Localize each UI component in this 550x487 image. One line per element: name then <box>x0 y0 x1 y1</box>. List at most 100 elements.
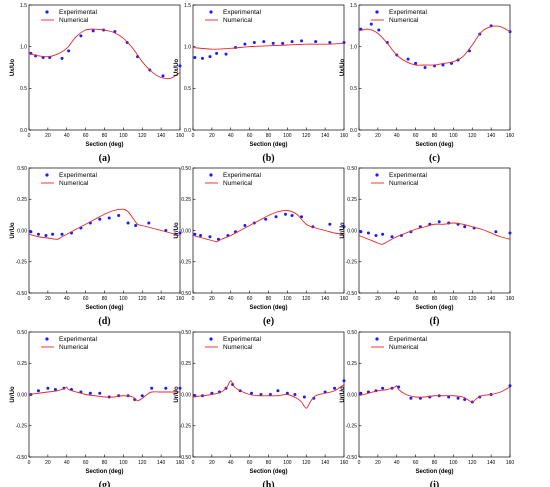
y-tick-label: -0.25 <box>180 424 192 430</box>
y-tick-label: -0.50 <box>180 291 192 297</box>
y-tick-label: 0.25 <box>181 197 191 203</box>
experimental-data-point <box>60 232 64 236</box>
experimental-data-point <box>390 235 394 239</box>
experimental-data-point <box>274 215 278 219</box>
x-tick-label: 120 <box>138 460 147 466</box>
x-tick-label: 100 <box>449 460 458 466</box>
experimental-data-point <box>107 216 111 220</box>
experimental-data-point <box>67 49 71 53</box>
x-tick-label: 80 <box>432 296 438 302</box>
experimental-data-point <box>328 41 332 44</box>
y-tick-label: -0.50 <box>346 291 358 297</box>
experimental-data-point <box>290 40 294 44</box>
x-tick-label: 160 <box>176 460 185 466</box>
experimental-data-point <box>283 212 287 216</box>
legend-label-experimental: Experimental <box>389 9 427 16</box>
y-tick-label: 0.00 <box>347 228 357 234</box>
x-axis-label: Section (deg) <box>249 142 287 148</box>
plot-frame <box>192 167 345 294</box>
x-tick-label: 160 <box>340 133 349 139</box>
x-tick-label: 60 <box>247 133 253 139</box>
legend-label-experimental: Experimental <box>59 172 97 179</box>
experimental-data-point <box>359 391 363 395</box>
x-tick-label: 100 <box>449 296 458 302</box>
y-tick-label: 1.5 <box>20 3 27 9</box>
y-axis-label: Ur/Uo <box>174 386 180 403</box>
legend-marker-experimental <box>45 173 49 177</box>
chart-panel-f: 0 20 40 60 80 100 120 140 160-0.50-0.250.000.250… <box>340 166 514 327</box>
experimental-data-point <box>199 234 203 237</box>
experimental-data-point <box>508 384 512 388</box>
x-tick-label: 120 <box>138 296 147 302</box>
experimental-data-point <box>193 56 197 59</box>
y-axis-label: Ur/Uo <box>10 386 16 403</box>
x-tick-label: 80 <box>432 460 438 466</box>
chart-panel-c: 0 20 40 60 80 100 120 140 1600.00.51.01.5Section… <box>340 3 514 164</box>
experimental-data-point <box>178 386 182 390</box>
x-tick-label: 100 <box>119 460 128 466</box>
experimental-data-point <box>456 396 460 400</box>
y-tick-label: 0.25 <box>347 361 357 367</box>
experimental-data-point <box>178 64 182 68</box>
y-tick-label: 0.50 <box>17 166 27 172</box>
x-tick-label: 40 <box>394 296 400 302</box>
legend-marker-experimental <box>209 173 213 177</box>
y-tick-label: -0.50 <box>16 455 28 461</box>
legend-marker-experimental <box>45 337 49 341</box>
experimental-data-point <box>147 221 151 225</box>
legend-label-experimental: Experimental <box>389 336 427 343</box>
y-tick-label: 0.00 <box>181 228 191 234</box>
x-tick-label: 120 <box>302 133 311 139</box>
experimental-data-point <box>463 225 467 229</box>
experimental-data-point <box>281 41 285 45</box>
legend-marker-experimental <box>375 10 379 14</box>
x-tick-label: 140 <box>487 460 496 466</box>
x-tick-label: 40 <box>394 460 400 466</box>
legend-marker-experimental <box>209 337 213 341</box>
experimental-data-point <box>98 391 102 395</box>
experimental-data-point <box>140 394 144 398</box>
experimental-data-point <box>328 222 332 226</box>
experimental-data-point <box>259 393 263 396</box>
x-tick-label: 80 <box>102 296 108 302</box>
x-tick-label: 20 <box>375 460 381 466</box>
legend-label-numerical: Numerical <box>59 180 89 187</box>
legend-label-experimental: Experimental <box>59 336 97 343</box>
experimental-data-point <box>91 29 95 33</box>
x-tick-label: 160 <box>340 460 349 466</box>
x-tick-label: 40 <box>228 133 234 139</box>
x-axis-label: Section (deg) <box>415 142 453 148</box>
experimental-data-point <box>208 55 212 59</box>
x-tick-label: 140 <box>157 296 166 302</box>
experimental-data-point <box>60 56 64 60</box>
y-tick-label: 0.5 <box>350 86 357 92</box>
legend-label-experimental: Experimental <box>223 9 261 16</box>
experimental-data-point <box>268 393 272 396</box>
x-tick-label: 140 <box>321 133 330 139</box>
x-tick-label: 20 <box>375 296 381 302</box>
experimental-data-point <box>134 224 138 227</box>
chart-panel-b: 0 20 40 60 80 100 120 140 1600.00.51.01.5Section… <box>174 3 348 164</box>
experimental-data-point <box>200 56 204 60</box>
panel-label: (e) <box>263 316 274 327</box>
x-tick-label: 60 <box>413 133 419 139</box>
y-tick-label: -0.25 <box>180 260 192 266</box>
y-tick-label: 0.0 <box>184 128 191 134</box>
experimental-data-point <box>374 234 378 237</box>
experimental-data-point <box>36 232 40 236</box>
x-tick-label: 120 <box>468 133 477 139</box>
legend-label-numerical: Numerical <box>59 17 89 24</box>
numerical-series-line <box>192 380 345 409</box>
experimental-data-point <box>314 40 318 44</box>
y-axis-label: Ux/Uo <box>340 59 346 77</box>
x-tick-label: 160 <box>176 296 185 302</box>
x-tick-label: 140 <box>157 460 166 466</box>
legend-label-numerical: Numerical <box>59 344 89 351</box>
x-tick-label: 120 <box>138 133 147 139</box>
experimental-data-point <box>423 66 427 69</box>
x-tick-label: 120 <box>302 460 311 466</box>
